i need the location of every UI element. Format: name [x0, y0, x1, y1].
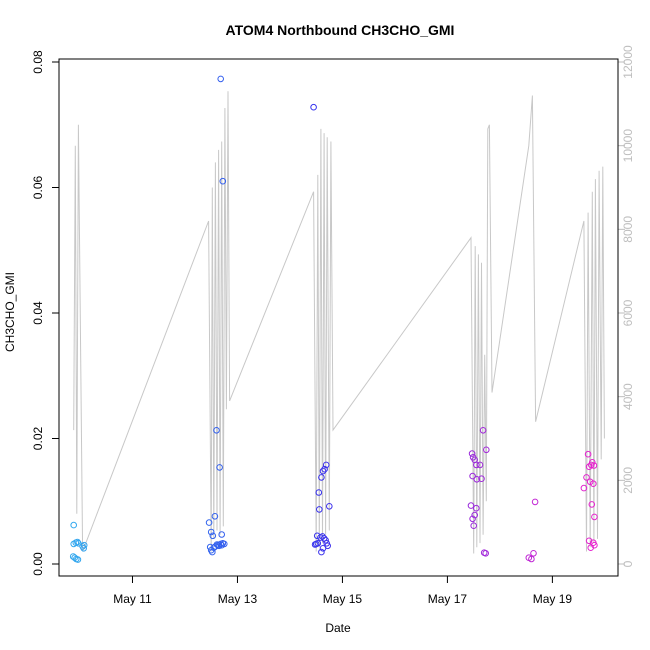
data-point — [75, 540, 82, 547]
data-point — [322, 461, 330, 469]
data-point — [209, 532, 217, 540]
y2-tick-label: 12000 — [621, 45, 635, 79]
data-point — [469, 472, 476, 480]
y2-tick-label: 6000 — [621, 299, 635, 326]
data-point — [476, 461, 484, 469]
data-point — [314, 540, 322, 547]
data-point — [326, 503, 333, 510]
y2-tick-label: 10000 — [621, 129, 635, 163]
data-point — [71, 554, 78, 562]
y2-tick-label: 0 — [621, 560, 635, 567]
data-point — [589, 459, 596, 466]
data-point — [319, 467, 327, 475]
data-point — [207, 528, 215, 536]
y-tick-label: 0.08 — [31, 50, 45, 74]
data-point — [473, 476, 481, 483]
x-tick-label: May 17 — [428, 592, 468, 606]
data-point — [530, 550, 537, 557]
y-tick-label: 0.06 — [31, 175, 45, 199]
axes-layer: May 11 May 13 May 15 May 17 May 19 0.00 0.02 0.… — [31, 45, 635, 606]
data-point — [216, 464, 223, 471]
data-point — [322, 536, 329, 544]
data-point — [74, 556, 82, 563]
data-point — [585, 537, 593, 545]
data-point — [591, 541, 598, 549]
points-layer — [69, 75, 598, 563]
data-point — [69, 553, 77, 560]
data-point — [590, 480, 597, 488]
data-point — [473, 504, 480, 512]
data-point — [583, 474, 590, 481]
data-point — [588, 501, 596, 508]
data-point — [591, 513, 598, 521]
data-point — [221, 540, 228, 548]
data-point — [468, 450, 476, 457]
data-point — [467, 502, 475, 509]
data-point — [318, 548, 325, 556]
y-tick-label: 0.00 — [31, 552, 45, 576]
data-point — [70, 521, 77, 529]
data-point — [74, 538, 81, 546]
data-point — [316, 506, 323, 513]
y-tick-label: 0.04 — [31, 301, 45, 325]
data-point — [471, 511, 479, 519]
data-point — [315, 489, 323, 496]
data-point — [209, 548, 216, 556]
data-point — [585, 463, 593, 471]
data-point — [205, 519, 213, 526]
plot-frame — [58, 58, 619, 577]
x-axis-label: Date — [325, 621, 351, 635]
x-tick-label: May 13 — [218, 592, 258, 606]
data-point — [80, 541, 88, 549]
chart-title: ATOM4 Northbound CH3CHO_GMI — [226, 22, 455, 38]
data-point — [473, 461, 480, 469]
data-point — [478, 475, 485, 483]
y2-tick-label: 4000 — [621, 383, 635, 410]
data-point — [531, 498, 539, 506]
data-point — [310, 103, 317, 111]
data-point — [479, 427, 487, 434]
data-point — [590, 462, 598, 469]
y2-tick-label: 8000 — [621, 216, 635, 243]
data-point — [219, 177, 227, 185]
x-tick-label: May 11 — [113, 592, 152, 606]
x-tick-label: May 15 — [323, 592, 363, 606]
data-point — [320, 535, 328, 542]
data-point — [482, 550, 490, 557]
data-point — [469, 515, 476, 523]
altitude-line — [73, 91, 605, 554]
y2-tick-label: 2000 — [621, 467, 635, 494]
y-tick-label: 0.02 — [31, 426, 45, 450]
data-point — [321, 465, 328, 473]
data-point — [528, 555, 535, 563]
data-point — [319, 545, 327, 552]
y-axis-label: CH3CHO_GMI — [3, 272, 17, 352]
data-point — [80, 545, 87, 552]
data-point — [470, 522, 478, 530]
data-point — [318, 474, 325, 481]
data-point — [213, 427, 220, 434]
data-point — [218, 531, 225, 538]
data-point — [211, 513, 219, 520]
data-point — [584, 450, 592, 458]
altitude-layer — [73, 91, 605, 554]
data-point — [580, 484, 588, 492]
data-point — [217, 75, 224, 83]
x-tick-label: May 19 — [533, 592, 573, 606]
data-point — [483, 446, 490, 454]
